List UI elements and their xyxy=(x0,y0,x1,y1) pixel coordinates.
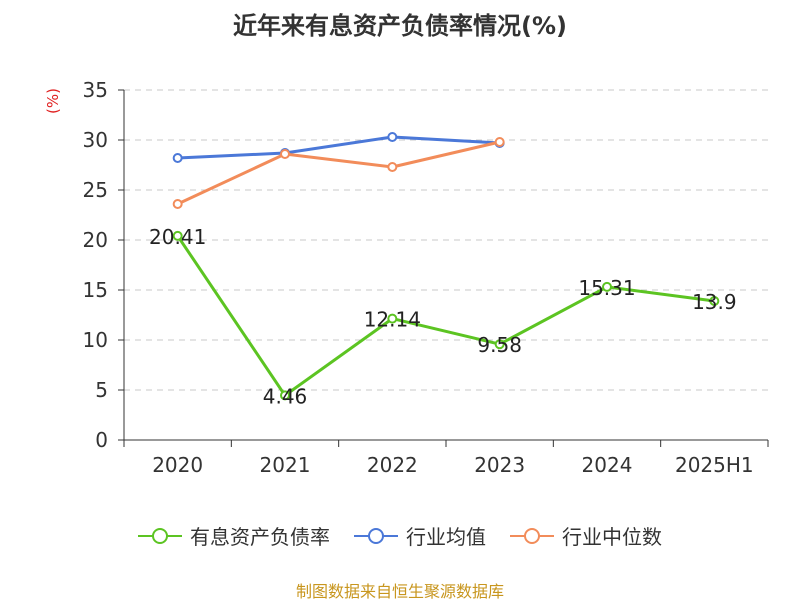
data-point xyxy=(494,137,505,147)
x-tick-label: 2020 xyxy=(152,453,203,477)
legend-item-industry-median[interactable]: 行业中位数 xyxy=(510,521,662,550)
legend-label: 行业均值 xyxy=(406,525,486,549)
axes: 0 5 10 15 20 25 30 35 2020 2021 2022 2023 2024 2025H1 xyxy=(83,78,769,477)
data-labels: 20.41 4.46 12.14 9.58 15.31 13.9 xyxy=(149,225,737,409)
x-tick-label: 2024 xyxy=(582,453,633,477)
y-tick-label: 35 xyxy=(83,78,108,102)
y-tick-label: 0 xyxy=(95,428,108,452)
x-tick-label: 2025H1 xyxy=(675,453,754,477)
y-tick-label: 15 xyxy=(83,278,108,302)
data-point xyxy=(387,313,398,324)
series-lines xyxy=(172,132,720,401)
data-label: 15.31 xyxy=(578,276,635,300)
source-note: 制图数据来自恒生聚源数据库 xyxy=(295,582,504,601)
data-label: 9.58 xyxy=(477,333,522,357)
series-line xyxy=(176,235,715,397)
series-line xyxy=(177,140,501,206)
data-point xyxy=(172,153,183,163)
legend-item-interest-bearing-debt-ratio[interactable]: 有息资产负债率 xyxy=(138,521,330,550)
data-point xyxy=(602,281,612,292)
series-line xyxy=(177,135,500,160)
chart-title: 近年来有息资产负债率情况(%) xyxy=(233,12,567,40)
x-tick-label: 2022 xyxy=(367,453,418,477)
legend-marker-orange xyxy=(510,527,554,544)
legend-marker-blue xyxy=(354,527,398,544)
data-point xyxy=(280,149,290,159)
data-label: 4.46 xyxy=(263,384,308,408)
grid-lines xyxy=(124,89,768,391)
data-point xyxy=(709,296,720,306)
legend: 有息资产负债率 行业均值 行业中位数 xyxy=(0,521,800,550)
data-label: 20.41 xyxy=(149,225,206,249)
y-tick-label: 25 xyxy=(83,178,108,202)
data-point xyxy=(172,230,183,241)
y-tick-label: 30 xyxy=(83,128,108,152)
data-point xyxy=(494,339,505,350)
x-tick-label: 2023 xyxy=(474,453,525,477)
legend-label: 有息资产负债率 xyxy=(190,525,330,549)
legend-marker-green xyxy=(138,527,182,544)
data-point xyxy=(172,199,183,209)
data-label: 12.14 xyxy=(364,308,421,332)
y-tick-label: 20 xyxy=(83,228,108,252)
x-tick-label: 2021 xyxy=(260,453,311,477)
data-label: 13.9 xyxy=(692,290,737,314)
data-point xyxy=(280,390,290,401)
y-tick-label: 10 xyxy=(83,328,108,352)
legend-label: 行业中位数 xyxy=(562,525,662,549)
data-point xyxy=(387,132,398,142)
y-tick-label: 5 xyxy=(95,378,108,402)
legend-item-industry-average[interactable]: 行业均值 xyxy=(354,521,486,550)
data-point xyxy=(387,162,398,172)
